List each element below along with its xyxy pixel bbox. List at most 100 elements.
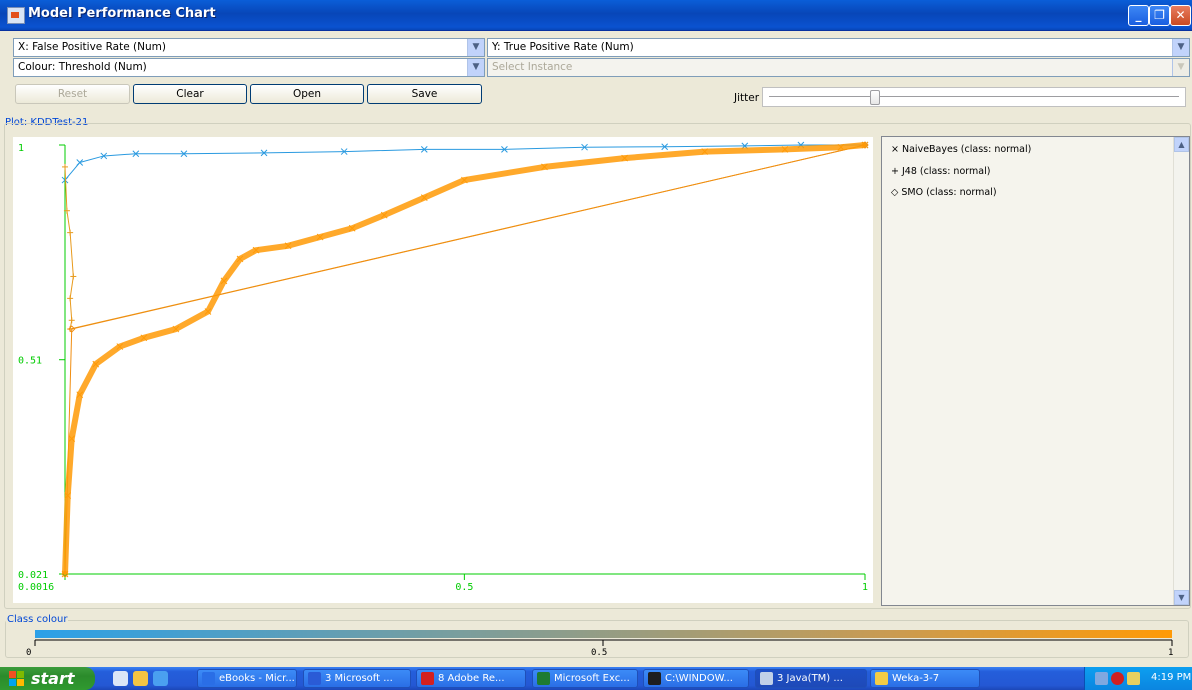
class-colour-max: 1 xyxy=(1168,648,1174,658)
task-app-icon xyxy=(537,672,550,685)
task-label: 3 Java(TM) ... xyxy=(777,673,843,684)
window-title: Model Performance Chart xyxy=(28,6,216,21)
close-button[interactable]: ✕ xyxy=(1170,5,1191,26)
task-app-icon xyxy=(760,672,773,685)
cross-point xyxy=(284,242,292,250)
cross-point xyxy=(661,143,669,151)
diamond-marker-icon: ◇ xyxy=(891,187,899,198)
cross-point xyxy=(781,146,789,153)
class-colour-gradient xyxy=(35,630,1172,638)
series-line xyxy=(62,142,866,575)
chevron-down-icon[interactable]: ▼ xyxy=(467,39,484,56)
start-label: start xyxy=(31,669,75,688)
cross-point xyxy=(236,255,244,263)
taskbar-task[interactable]: C:\WINDOW... xyxy=(643,669,749,688)
x-tick-label: 0.5 xyxy=(455,582,473,593)
cross-point xyxy=(132,150,140,158)
x-tick-label: 1 xyxy=(862,582,868,593)
class-colour-ticks xyxy=(34,639,1173,646)
y-axis-select-value: Y: True Positive Rate (Num) xyxy=(492,41,634,53)
internet-explorer-icon[interactable] xyxy=(153,671,168,686)
taskbar-task[interactable]: Weka-3-7 xyxy=(870,669,980,688)
task-label: Weka-3-7 xyxy=(892,673,940,684)
cross-point xyxy=(92,360,100,368)
cross-marker-icon: × xyxy=(891,144,899,155)
colour-select[interactable]: Colour: Threshold (Num) ▼ xyxy=(13,58,485,77)
volume-icon[interactable] xyxy=(1127,672,1140,685)
slider-track xyxy=(769,96,1179,100)
cross-point xyxy=(420,146,428,153)
slider-thumb[interactable] xyxy=(869,90,880,105)
start-button[interactable]: start xyxy=(0,667,95,690)
cross-point xyxy=(541,163,548,171)
cross-point xyxy=(172,325,180,333)
legend-item-smo[interactable]: ◇ SMO (class: normal) xyxy=(891,187,997,198)
minimize-button[interactable]: _ xyxy=(1128,5,1149,26)
cross-point xyxy=(260,149,268,157)
chevron-down-icon[interactable]: ▼ xyxy=(1172,39,1189,56)
bluetooth-icon[interactable] xyxy=(1111,672,1124,685)
cross-point xyxy=(420,194,428,201)
scroll-down-icon[interactable]: ▼ xyxy=(1174,590,1189,605)
task-label: 3 Microsoft ... xyxy=(325,673,393,684)
legend-scrollbar[interactable]: ▲ ▼ xyxy=(1173,137,1189,605)
restore-button[interactable]: ❐ xyxy=(1149,5,1170,26)
class-colour-frame xyxy=(5,620,1189,658)
cross-point xyxy=(220,277,228,285)
clock[interactable]: 4:19 PM xyxy=(1151,672,1192,683)
taskbar-task[interactable]: Microsoft Exc... xyxy=(532,669,638,688)
cross-point xyxy=(64,492,72,499)
cross-point xyxy=(252,246,260,254)
java-app-icon xyxy=(7,7,25,24)
network-icon[interactable] xyxy=(1095,672,1108,685)
legend-item-naivebayes[interactable]: × NaiveBayes (class: normal) xyxy=(891,144,1031,155)
x-axis-select[interactable]: X: False Positive Rate (Num) ▼ xyxy=(13,38,485,57)
task-label: C:\WINDOW... xyxy=(665,673,733,684)
cross-point xyxy=(581,143,588,151)
task-app-icon xyxy=(202,672,215,685)
plot-group-label: Plot: KDDTest-21 xyxy=(4,117,90,128)
chevron-down-icon[interactable]: ▼ xyxy=(467,59,484,76)
cross-point xyxy=(837,143,845,151)
system-tray: 4:19 PM xyxy=(1084,667,1192,690)
y-tick-label: 0.51 xyxy=(18,356,42,367)
open-button[interactable]: Open xyxy=(250,84,364,104)
taskbar-task[interactable]: 8 Adobe Re... xyxy=(416,669,526,688)
task-app-icon xyxy=(875,672,888,685)
media-player-icon[interactable] xyxy=(133,671,148,686)
instance-select-placeholder: Select Instance xyxy=(492,61,573,73)
y-axis-select[interactable]: Y: True Positive Rate (Num) ▼ xyxy=(487,38,1190,57)
chevron-down-icon: ▼ xyxy=(1172,59,1189,76)
reset-button[interactable]: Reset xyxy=(15,84,130,104)
taskbar: start eBooks - Micr... 3 Microsoft ... 8 A… xyxy=(0,667,1192,690)
plot-area[interactable]: 1 0.51 0.021 0.0016 0.5 1 xyxy=(13,137,873,603)
legend-item-j48[interactable]: + J48 (class: normal) xyxy=(891,166,990,177)
jitter-slider[interactable] xyxy=(762,87,1186,107)
cross-point xyxy=(461,176,468,184)
taskbar-task[interactable]: 3 Microsoft ... xyxy=(303,669,411,688)
instance-select[interactable]: Select Instance ▼ xyxy=(487,58,1190,77)
class-colour-label: Class colour xyxy=(6,614,69,625)
task-label: eBooks - Micr... xyxy=(219,673,295,684)
plus-marker-icon: + xyxy=(891,166,899,177)
scroll-up-icon[interactable]: ▲ xyxy=(1174,137,1189,152)
title-bar[interactable]: Model Performance Chart _ ❐ ✕ xyxy=(0,0,1192,31)
cross-point xyxy=(180,150,188,158)
cross-point xyxy=(100,152,108,160)
cross-point xyxy=(61,176,69,184)
task-label: 8 Adobe Re... xyxy=(438,673,505,684)
y-tick-label: 0.021 xyxy=(18,570,48,581)
taskbar-task[interactable]: 3 Java(TM) ... xyxy=(755,669,867,688)
x-tick-label: 0.0016 xyxy=(18,582,54,593)
diamond-point xyxy=(68,325,76,333)
task-app-icon xyxy=(308,672,321,685)
class-colour-min: 0 xyxy=(26,648,32,658)
save-button[interactable]: Save xyxy=(367,84,482,104)
taskbar-task[interactable]: eBooks - Micr... xyxy=(197,669,297,688)
show-desktop-icon[interactable] xyxy=(113,671,128,686)
cross-point xyxy=(68,435,76,442)
legend-item-label: NaiveBayes (class: normal) xyxy=(902,144,1032,155)
clear-button[interactable]: Clear xyxy=(133,84,247,104)
cross-point xyxy=(861,141,869,149)
